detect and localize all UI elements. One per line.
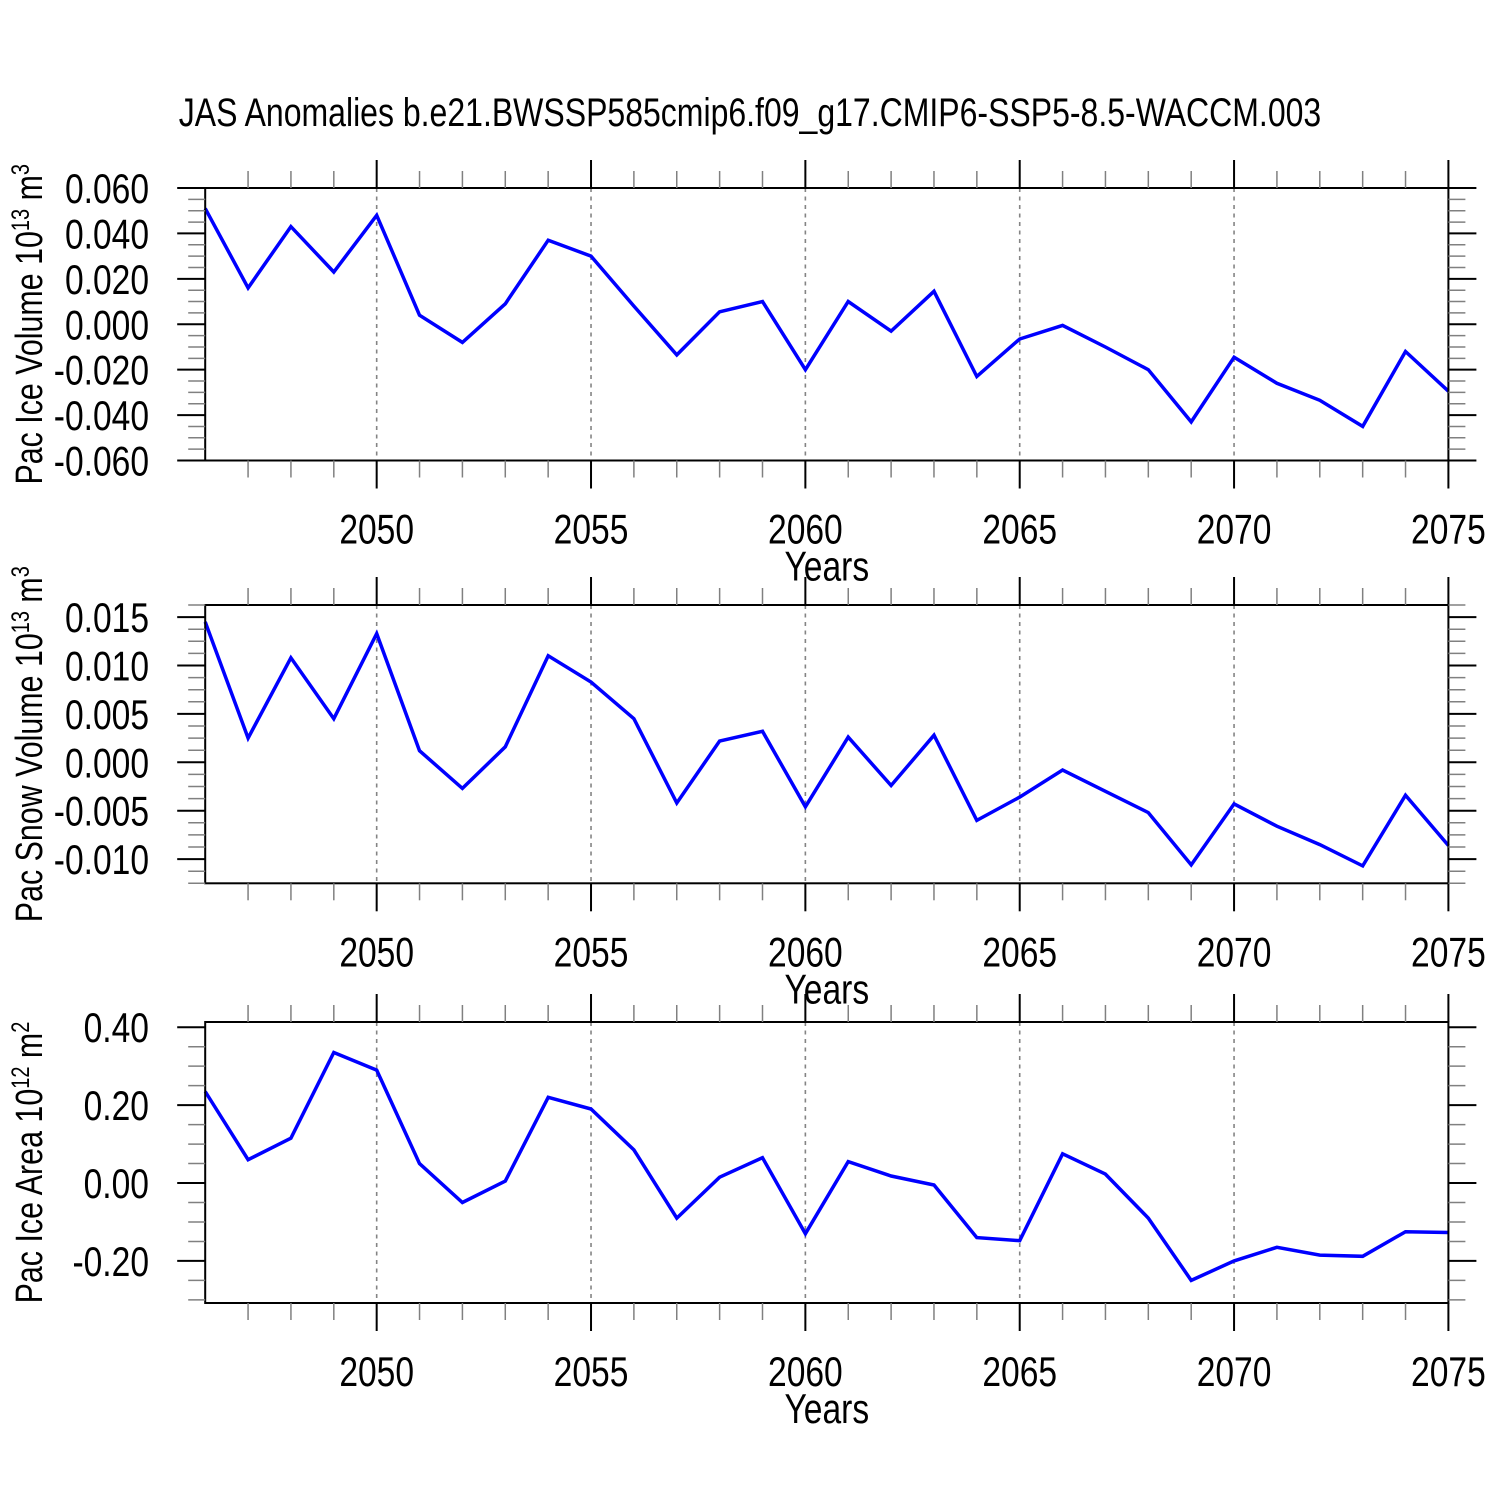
- y-tick-label: 0.040: [65, 212, 149, 258]
- y-tick-label: -0.020: [54, 348, 149, 394]
- y-tick-label: 0.010: [65, 644, 149, 690]
- pac-ice-area-series-line: [203, 1050, 1449, 1283]
- y-tick-label: 0.015: [65, 596, 149, 642]
- x-tick-label-2065: 2065: [982, 1350, 1057, 1396]
- x-tick-label-2070: 2070: [1197, 930, 1272, 976]
- pac-snow-volume-series-line: [203, 621, 1450, 869]
- x-tick-label-2055: 2055: [554, 1350, 629, 1396]
- y-axis-title: Pac Ice Volume 1013 m3: [7, 164, 51, 485]
- x-tick-label-2060: 2060: [768, 1350, 843, 1396]
- panel-pac-ice-area: 0.40 0.20 0.00 -0.20 2050 2055 2060 2065 2070 207…: [7, 994, 1486, 1433]
- x-tick-label-2075: 2075: [1411, 930, 1486, 976]
- y-tick-label: 0.00: [84, 1162, 149, 1208]
- y-tick-label: -0.060: [54, 439, 149, 485]
- y-tick-label: -0.040: [54, 394, 149, 440]
- y-tick-label: 0.005: [65, 692, 149, 738]
- x-axis-title: Years: [784, 1387, 869, 1433]
- y-tick-label: 0.000: [65, 303, 149, 349]
- x-axis-title: Years: [784, 967, 869, 1013]
- y-tick-label: -0.005: [54, 789, 149, 835]
- axis-frame: [204, 187, 1450, 462]
- x-tick-label-2055: 2055: [554, 507, 629, 553]
- x-tick-label-2065: 2065: [982, 930, 1057, 976]
- x-tick-label-2050: 2050: [339, 930, 414, 976]
- x-tick-label-2075: 2075: [1411, 507, 1486, 553]
- axis-frame: [204, 604, 1450, 885]
- y-axis-title: Pac Ice Area 1012 m2: [7, 1022, 51, 1304]
- x-tick-label-2070: 2070: [1197, 507, 1272, 553]
- x-tick-label-2065: 2065: [982, 507, 1057, 553]
- y-tick-label: 0.000: [65, 741, 149, 787]
- x-axis-title: Years: [784, 544, 869, 590]
- y-tick-label: 0.060: [65, 167, 149, 213]
- y-tick-label: 0.20: [84, 1084, 149, 1130]
- x-tick-label-2070: 2070: [1197, 1350, 1272, 1396]
- y-axis-title: Pac Snow Volume 1013 m3: [7, 566, 51, 922]
- x-tick-label-2060: 2060: [768, 507, 843, 553]
- x-tick-label-2060: 2060: [768, 930, 843, 976]
- y-tick-label: -0.010: [54, 838, 149, 884]
- x-tick-label-2055: 2055: [554, 930, 629, 976]
- pac-ice-volume-series-line: [203, 207, 1450, 429]
- x-tick-label-2075: 2075: [1411, 1350, 1486, 1396]
- y-tick-label: 0.020: [65, 257, 149, 303]
- y-tick-label: 0.40: [84, 1006, 149, 1052]
- y-tick-label: -0.20: [72, 1239, 149, 1285]
- x-tick-label-2050: 2050: [339, 1350, 414, 1396]
- axis-frame: [204, 1021, 1450, 1304]
- chart-title: JAS Anomalies b.e21.BWSSP585cmip6.f09_g1…: [178, 91, 1322, 135]
- x-tick-label-2050: 2050: [339, 507, 414, 553]
